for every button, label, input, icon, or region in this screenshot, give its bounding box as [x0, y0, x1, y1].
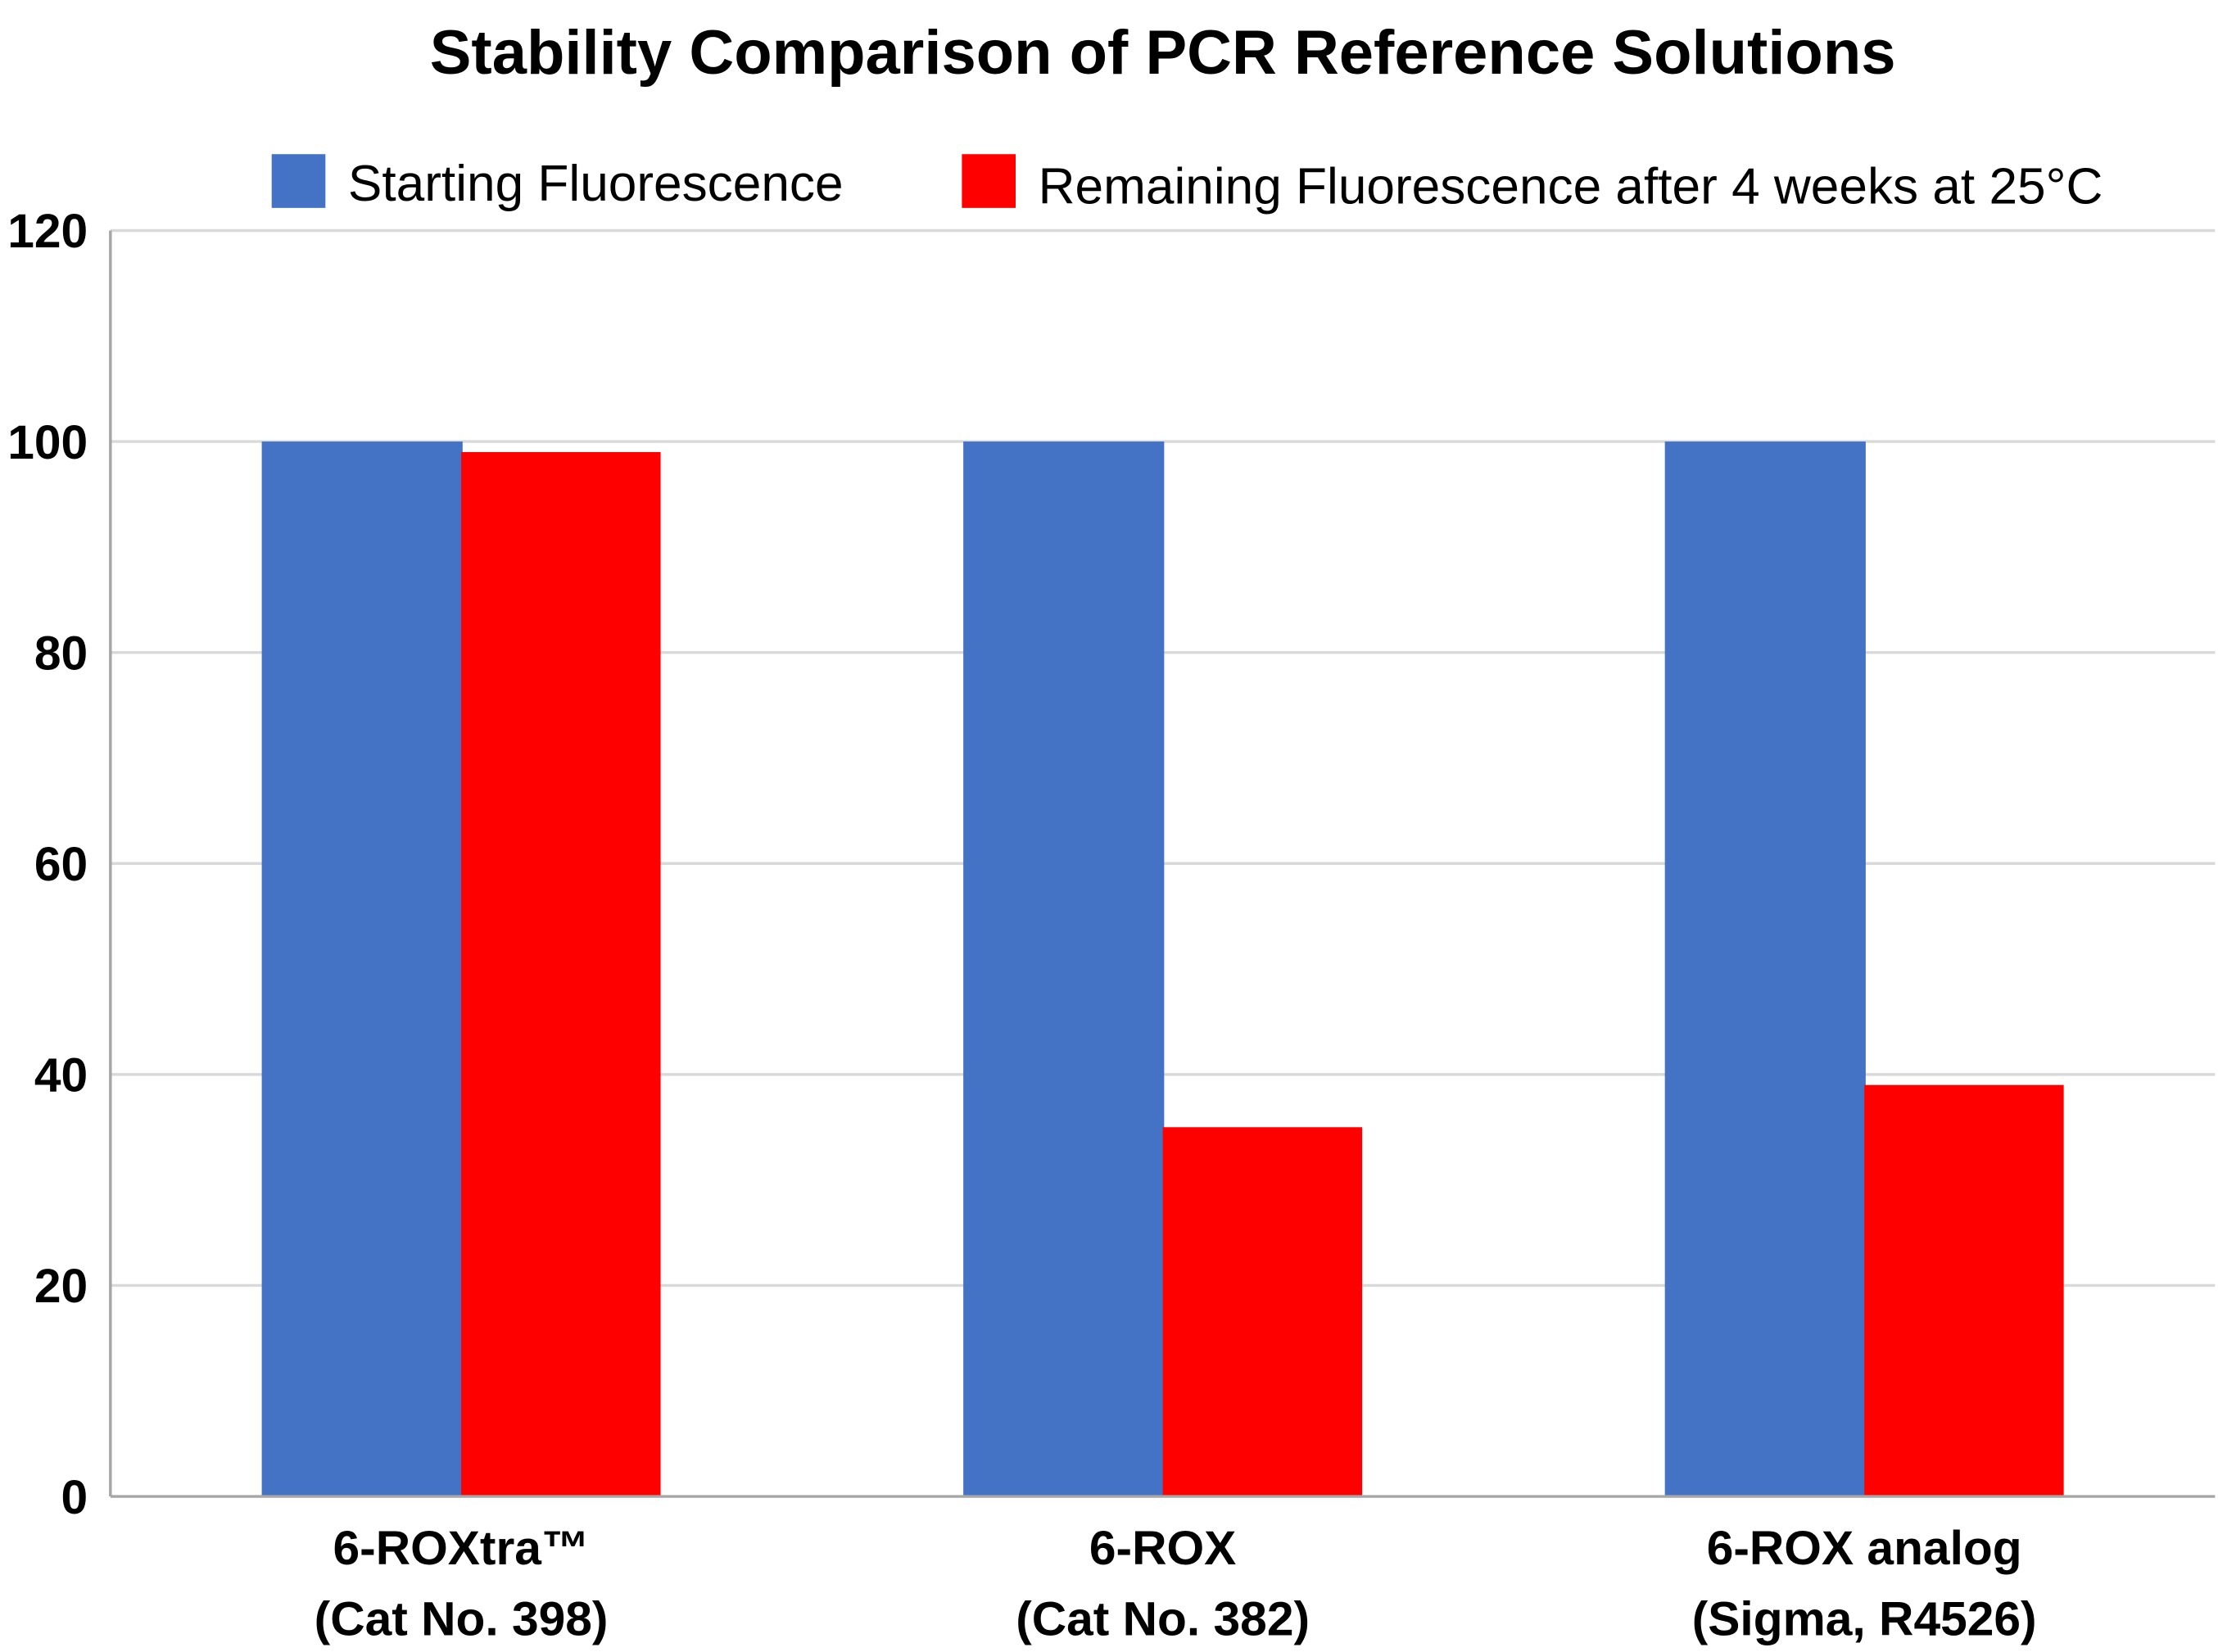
y-tick-label: 0 — [61, 1471, 88, 1524]
bar-starting-0 — [261, 441, 463, 1497]
legend-label-remaining: Remaining Fluorescence after 4 weeks at … — [1039, 159, 2103, 215]
bar-remaining-2 — [1864, 1084, 2064, 1497]
legend-label-starting: Starting Fluorescence — [348, 156, 844, 212]
bar-remaining-0 — [461, 451, 661, 1497]
legend-swatch-starting — [271, 154, 326, 208]
legend-swatch-remaining — [962, 154, 1016, 208]
chart-title: Stability Comparison of PCR Reference So… — [430, 18, 1896, 88]
x-category-label: (Cat No. 398) — [315, 1592, 609, 1645]
y-tick-label: 60 — [34, 838, 88, 891]
y-tick-label: 40 — [34, 1049, 88, 1102]
x-category-label: 6-ROXtra™ — [333, 1522, 590, 1575]
bar-remaining-1 — [1162, 1127, 1363, 1497]
x-category-label: 6-ROX — [1089, 1522, 1236, 1575]
y-tick-label: 20 — [34, 1260, 88, 1313]
legend: Starting Fluorescence Remaining Fluoresc… — [271, 154, 2103, 215]
bar-starting-1 — [963, 441, 1165, 1497]
y-tick-label: 120 — [7, 205, 88, 258]
bar-starting-2 — [1664, 441, 1866, 1497]
x-category-label: (Cat No. 382) — [1016, 1592, 1310, 1645]
y-tick-label: 80 — [34, 627, 88, 680]
y-tick-label: 100 — [7, 416, 88, 469]
x-category-label: (Sigma, R4526) — [1692, 1592, 2037, 1645]
x-category-label: 6-ROX analog — [1707, 1522, 2022, 1575]
